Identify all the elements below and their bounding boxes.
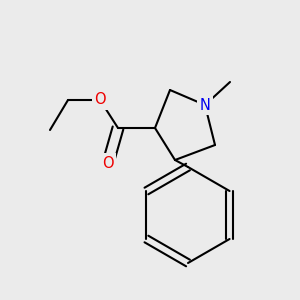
Text: O: O <box>94 92 106 107</box>
Text: N: N <box>200 98 210 112</box>
Text: O: O <box>102 155 114 170</box>
